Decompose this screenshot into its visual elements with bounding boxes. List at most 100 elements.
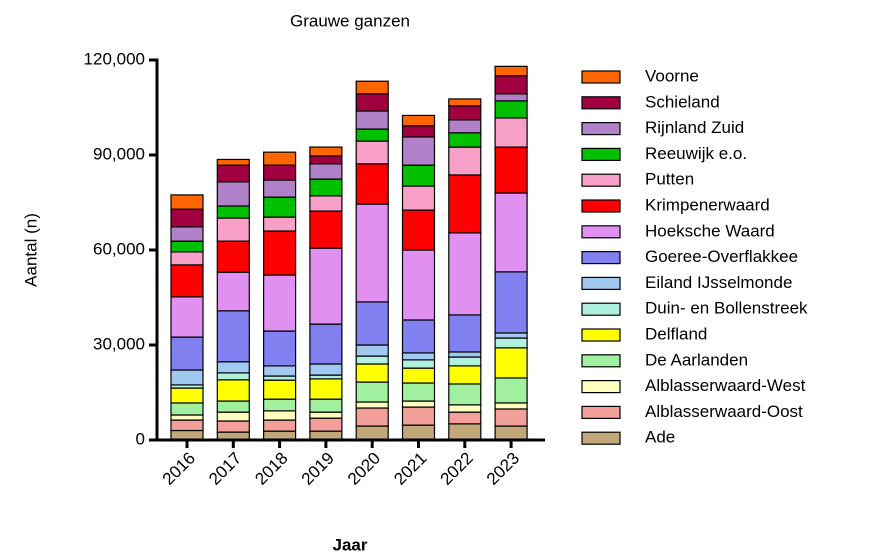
bar-segment: [401, 114, 436, 127]
bar-segment: [448, 119, 482, 134]
bar-segment: [494, 377, 528, 404]
bar-segment: [263, 379, 297, 400]
bar-segment: [401, 125, 436, 138]
bar-segment: [309, 247, 343, 325]
bar-segment: [170, 208, 204, 228]
bar-segment: [263, 230, 297, 276]
legend-swatch: [581, 225, 621, 239]
x-tick-label: 2016: [159, 449, 199, 489]
x-tick-label: 2020: [344, 449, 384, 489]
bar-segment: [355, 401, 389, 409]
bar-segment: [170, 264, 204, 298]
bar-segment: [263, 179, 297, 198]
bar-segment: [401, 406, 436, 426]
x-tick-label: 2017: [205, 449, 245, 489]
bar-segment: [170, 336, 204, 371]
bar-segment: [309, 210, 343, 249]
bar-segment: [355, 140, 389, 165]
legend-label: Voorne: [645, 66, 699, 85]
bar-segment: [309, 146, 343, 157]
bar-segment: [494, 146, 528, 194]
bar-segment: [401, 400, 436, 408]
bar-segment: [309, 195, 343, 212]
x-tick-label: 2018: [251, 449, 291, 489]
legend-label: Ade: [645, 428, 675, 447]
bar-segment: [355, 128, 389, 142]
bar-segment: [494, 425, 528, 441]
legend-label: Hoeksche Waard: [645, 221, 775, 240]
legend-label: Schieland: [645, 92, 720, 111]
bar-segment: [355, 363, 389, 383]
bar-segment: [448, 411, 482, 425]
bar-segment: [170, 369, 204, 386]
bar-segment: [448, 365, 482, 385]
bar-segment: [170, 414, 204, 421]
legend-label: Delfland: [645, 324, 707, 343]
bar-segment: [309, 417, 343, 432]
bar-segment: [494, 192, 528, 273]
bar-segment: [494, 65, 528, 77]
bar-segment: [263, 151, 297, 166]
bar-segment: [401, 352, 436, 361]
bar-segment: [401, 367, 436, 384]
bar-segment: [309, 163, 343, 180]
bar-segment: [309, 155, 343, 165]
legend-swatch: [581, 147, 621, 161]
bar-segment: [216, 164, 250, 183]
bar-segment: [355, 203, 389, 303]
legend-swatch: [581, 328, 621, 342]
bar-segment: [448, 98, 482, 107]
bar-segment: [401, 424, 436, 441]
bar-segment: [170, 402, 204, 416]
bar-segment: [263, 375, 297, 381]
bar-segment: [448, 132, 482, 148]
y-tick-label: 60,000: [93, 239, 145, 258]
bar-segment: [170, 251, 204, 266]
bar-segment: [494, 100, 528, 119]
x-tick-label: 2023: [483, 449, 523, 489]
bar-segment: [448, 423, 482, 441]
bar-segment: [309, 323, 343, 365]
legend-swatch: [581, 70, 621, 84]
bar-segment: [216, 361, 250, 374]
legend-swatch: [581, 199, 621, 213]
bar-segment: [401, 319, 436, 354]
y-tick-label: 120,000: [84, 49, 145, 68]
bar-segment: [216, 271, 250, 312]
legend-label: Goeree-Overflakkee: [645, 247, 798, 266]
bar-segment: [401, 249, 436, 321]
bar-segment: [355, 407, 389, 427]
bar-segment: [309, 398, 343, 413]
legend-label: Rijnland Zuid: [645, 118, 744, 137]
bar-segment: [216, 372, 250, 381]
bar-segment: [216, 420, 250, 433]
bar-segment: [170, 226, 204, 242]
bar-segment: [448, 232, 482, 316]
legend-swatch: [581, 173, 621, 187]
bar-segment: [355, 425, 389, 441]
legend-swatch: [581, 431, 621, 445]
bar-segment: [494, 117, 528, 148]
bar-segment: [263, 196, 297, 218]
bar-segment: [309, 178, 343, 197]
bar-segment: [170, 240, 204, 253]
bar-segment: [216, 205, 250, 219]
legend-label: Reeuwijk e.o.: [645, 144, 747, 163]
bar-segment: [355, 163, 389, 205]
bar-segment: [263, 419, 297, 432]
bar-segment: [355, 355, 389, 365]
bar-segment: [309, 378, 343, 400]
bar-segment: [401, 136, 436, 166]
bar-segment: [216, 310, 250, 363]
legend-swatch: [581, 354, 621, 368]
bar-segment: [263, 164, 297, 181]
y-axis-label: Aantal (n): [21, 213, 40, 287]
bar-segment: [494, 93, 528, 102]
bar-segment: [355, 80, 389, 95]
bar-segment: [401, 209, 436, 251]
bar-segment: [216, 181, 250, 207]
legend-swatch: [581, 405, 621, 419]
bar-segment: [494, 75, 528, 95]
bar-segment: [401, 185, 436, 211]
